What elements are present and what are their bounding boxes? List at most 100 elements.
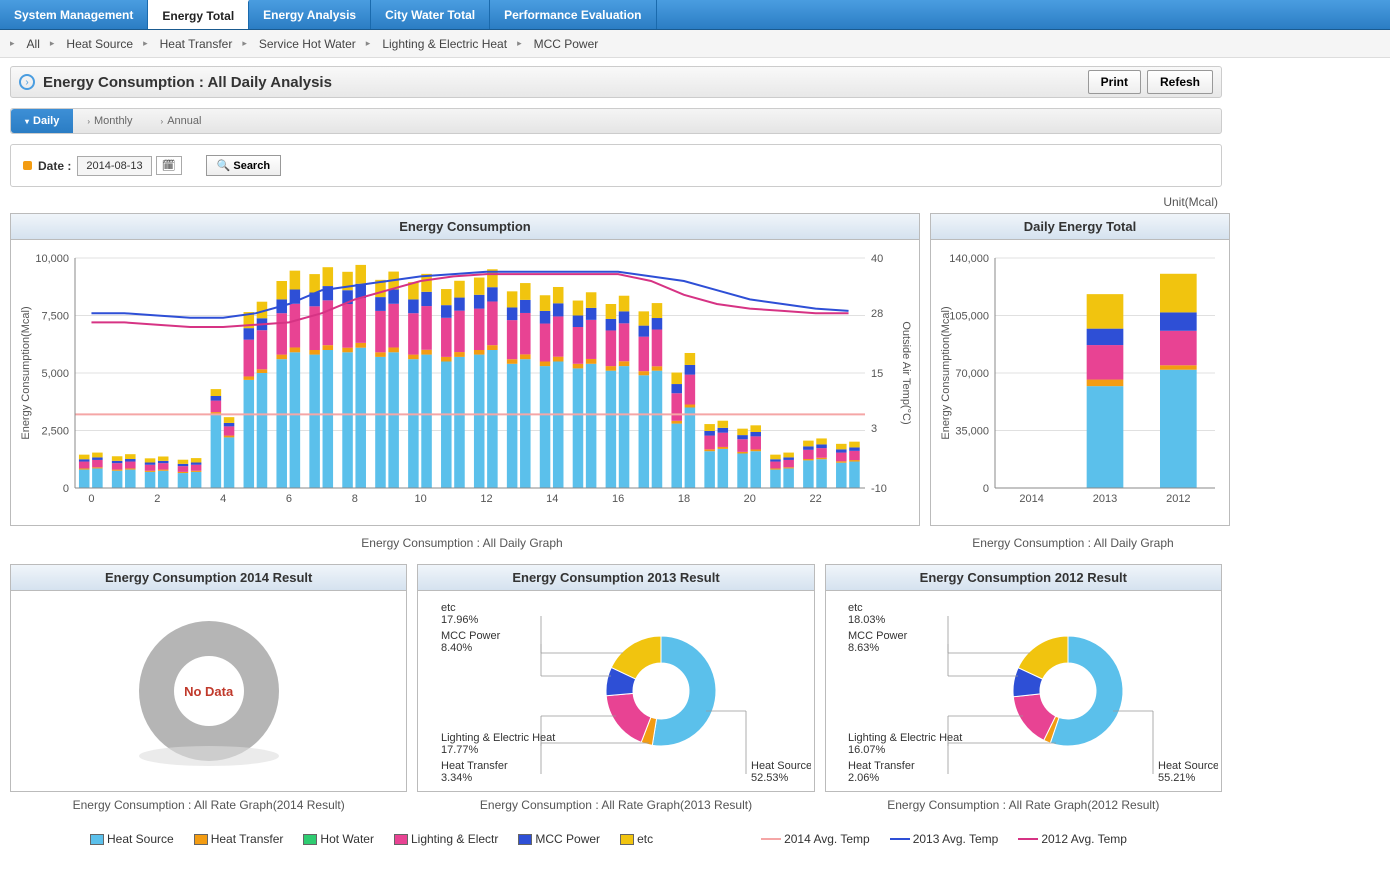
svg-text:Heat Source: Heat Source: [1158, 760, 1218, 772]
top-tab-city-water-total[interactable]: City Water Total: [371, 0, 490, 29]
svg-text:0: 0: [88, 493, 94, 505]
svg-text:22: 22: [810, 493, 822, 505]
hourly-caption: Energy Consumption : All Daily Graph: [10, 536, 914, 550]
svg-text:Energy Consumption(Mcal): Energy Consumption(Mcal): [20, 306, 32, 439]
svg-text:2,500: 2,500: [41, 426, 69, 438]
refresh-button[interactable]: Refesh: [1147, 70, 1213, 94]
svg-text:8: 8: [352, 493, 358, 505]
svg-text:17.96%: 17.96%: [441, 614, 479, 626]
daily-total-chart: 035,00070,000105,000140,000201420132012E…: [935, 248, 1225, 518]
svg-text:2013: 2013: [1093, 493, 1117, 505]
svg-text:6: 6: [286, 493, 292, 505]
subnav-lighting-&-electric-heat[interactable]: Lighting & Electric Heat: [376, 37, 513, 51]
svg-text:17.77%: 17.77%: [441, 744, 479, 756]
svg-text:Outside Air Temp(°C): Outside Air Temp(°C): [900, 321, 912, 424]
title-bar: › Energy Consumption : All Daily Analysi…: [10, 66, 1222, 98]
subnav-heat-transfer[interactable]: Heat Transfer: [154, 37, 239, 51]
svg-text:16: 16: [612, 493, 624, 505]
print-button[interactable]: Print: [1088, 70, 1141, 94]
date-label: Date :: [38, 159, 71, 173]
hourly-chart-panel: Energy Consumption 0 2,500 5,000 7,500 10,00…: [10, 213, 920, 526]
donut-title-2013: Energy Consumption 2013 Result: [418, 565, 813, 591]
svg-text:3: 3: [871, 423, 877, 435]
svg-text:Heat Transfer: Heat Transfer: [848, 760, 915, 772]
donut-panel-2013: Energy Consumption 2013 Result etc17.96% M…: [417, 564, 814, 792]
svg-text:etc: etc: [441, 602, 456, 614]
donut-title-2012: Energy Consumption 2012 Result: [826, 565, 1221, 591]
period-tabs: ▾Daily›Monthly›Annual: [10, 108, 1222, 134]
hourly-chart-title: Energy Consumption: [11, 214, 919, 240]
svg-text:8.63%: 8.63%: [848, 642, 879, 654]
svg-text:140,000: 140,000: [949, 253, 989, 265]
legend-hot-water: Hot Water: [303, 832, 374, 846]
svg-text:28: 28: [871, 308, 883, 320]
top-tab-energy-total[interactable]: Energy Total: [148, 0, 249, 29]
daily-caption: Energy Consumption : All Daily Graph: [924, 536, 1222, 550]
subnav-service-hot-water[interactable]: Service Hot Water: [253, 37, 362, 51]
svg-text:Lighting & Electric Heat: Lighting & Electric Heat: [441, 732, 555, 744]
calendar-icon[interactable]: 🗓: [156, 156, 182, 175]
donut-caption-2014: Energy Consumption : All Rate Graph(2014…: [10, 798, 407, 812]
svg-text:0: 0: [983, 483, 989, 495]
date-input[interactable]: 2014-08-13: [77, 156, 151, 176]
sub-nav: ▸All▸Heat Source▸Heat Transfer▸Service H…: [0, 30, 1390, 58]
period-tab-monthly[interactable]: ›Monthly: [73, 109, 146, 133]
svg-text:Lighting & Electric Heat: Lighting & Electric Heat: [848, 732, 962, 744]
filter-bar: Date : 2014-08-13 🗓 🔍 Search: [10, 144, 1222, 187]
svg-text:55.21%: 55.21%: [1158, 772, 1196, 784]
svg-text:0: 0: [63, 483, 69, 495]
svg-text:5,000: 5,000: [41, 368, 69, 380]
svg-text:18.03%: 18.03%: [848, 614, 886, 626]
legend-heat-transfer: Heat Transfer: [194, 832, 284, 846]
top-tab-energy-analysis[interactable]: Energy Analysis: [249, 0, 371, 29]
search-button[interactable]: 🔍 Search: [206, 155, 281, 176]
legend-etc: etc: [620, 832, 653, 846]
donut-title-2014: Energy Consumption 2014 Result: [11, 565, 406, 591]
svg-text:70,000: 70,000: [955, 368, 989, 380]
subnav-mcc-power[interactable]: MCC Power: [528, 37, 605, 51]
period-tab-daily[interactable]: ▾Daily: [11, 109, 73, 133]
legend--avg-temp: 2013 Avg. Temp: [890, 832, 999, 846]
legend: Heat SourceHeat TransferHot WaterLightin…: [10, 822, 1222, 856]
subnav-all[interactable]: All: [21, 37, 46, 51]
caret-icon: ▸: [50, 38, 55, 49]
donut-panel-2012: Energy Consumption 2012 Result etc18.03% M…: [825, 564, 1222, 792]
subnav-heat-source[interactable]: Heat Source: [60, 37, 139, 51]
svg-text:35,000: 35,000: [955, 426, 989, 438]
svg-text:7,500: 7,500: [41, 311, 69, 323]
svg-text:18: 18: [678, 493, 690, 505]
svg-text:2012: 2012: [1166, 493, 1190, 505]
svg-text:52.53%: 52.53%: [751, 772, 789, 784]
legend--avg-temp: 2012 Avg. Temp: [1018, 832, 1127, 846]
caret-icon: ▸: [242, 38, 247, 49]
bullet-icon: [23, 161, 32, 170]
svg-text:15: 15: [871, 368, 883, 380]
svg-text:etc: etc: [848, 602, 863, 614]
svg-text:Energy Consumption(Mcal): Energy Consumption(Mcal): [940, 306, 952, 439]
svg-text:10,000: 10,000: [35, 253, 69, 265]
donut-panel-2014: Energy Consumption 2014 Result No Data: [10, 564, 407, 792]
svg-text:MCC Power: MCC Power: [848, 630, 908, 642]
caret-icon: ▸: [366, 38, 371, 49]
hourly-chart: 02,5005,0007,50010,000-10315284002468101…: [15, 248, 915, 518]
caret-icon: ▸: [143, 38, 148, 49]
legend-mcc-power: MCC Power: [518, 832, 600, 846]
top-tab-system-management[interactable]: System Management: [0, 0, 148, 29]
unit-label: Unit(Mcal): [10, 195, 1222, 209]
top-nav: System ManagementEnergy TotalEnergy Anal…: [0, 0, 1390, 30]
svg-text:2014: 2014: [1019, 493, 1043, 505]
period-tab-annual[interactable]: ›Annual: [147, 109, 216, 133]
svg-text:2.06%: 2.06%: [848, 772, 879, 784]
caret-icon: ▸: [10, 38, 15, 49]
svg-text:20: 20: [744, 493, 756, 505]
page-title: Energy Consumption : All Daily Analysis: [43, 74, 1082, 91]
svg-text:Heat Source: Heat Source: [751, 760, 811, 772]
svg-text:MCC Power: MCC Power: [441, 630, 501, 642]
svg-text:4: 4: [220, 493, 226, 505]
legend-lighting-electr: Lighting & Electr: [394, 832, 498, 846]
svg-text:8.40%: 8.40%: [441, 642, 472, 654]
top-tab-performance-evaluation[interactable]: Performance Evaluation: [490, 0, 656, 29]
svg-text:14: 14: [546, 493, 558, 505]
caret-icon: ▸: [517, 38, 522, 49]
expand-icon[interactable]: ›: [19, 74, 35, 90]
